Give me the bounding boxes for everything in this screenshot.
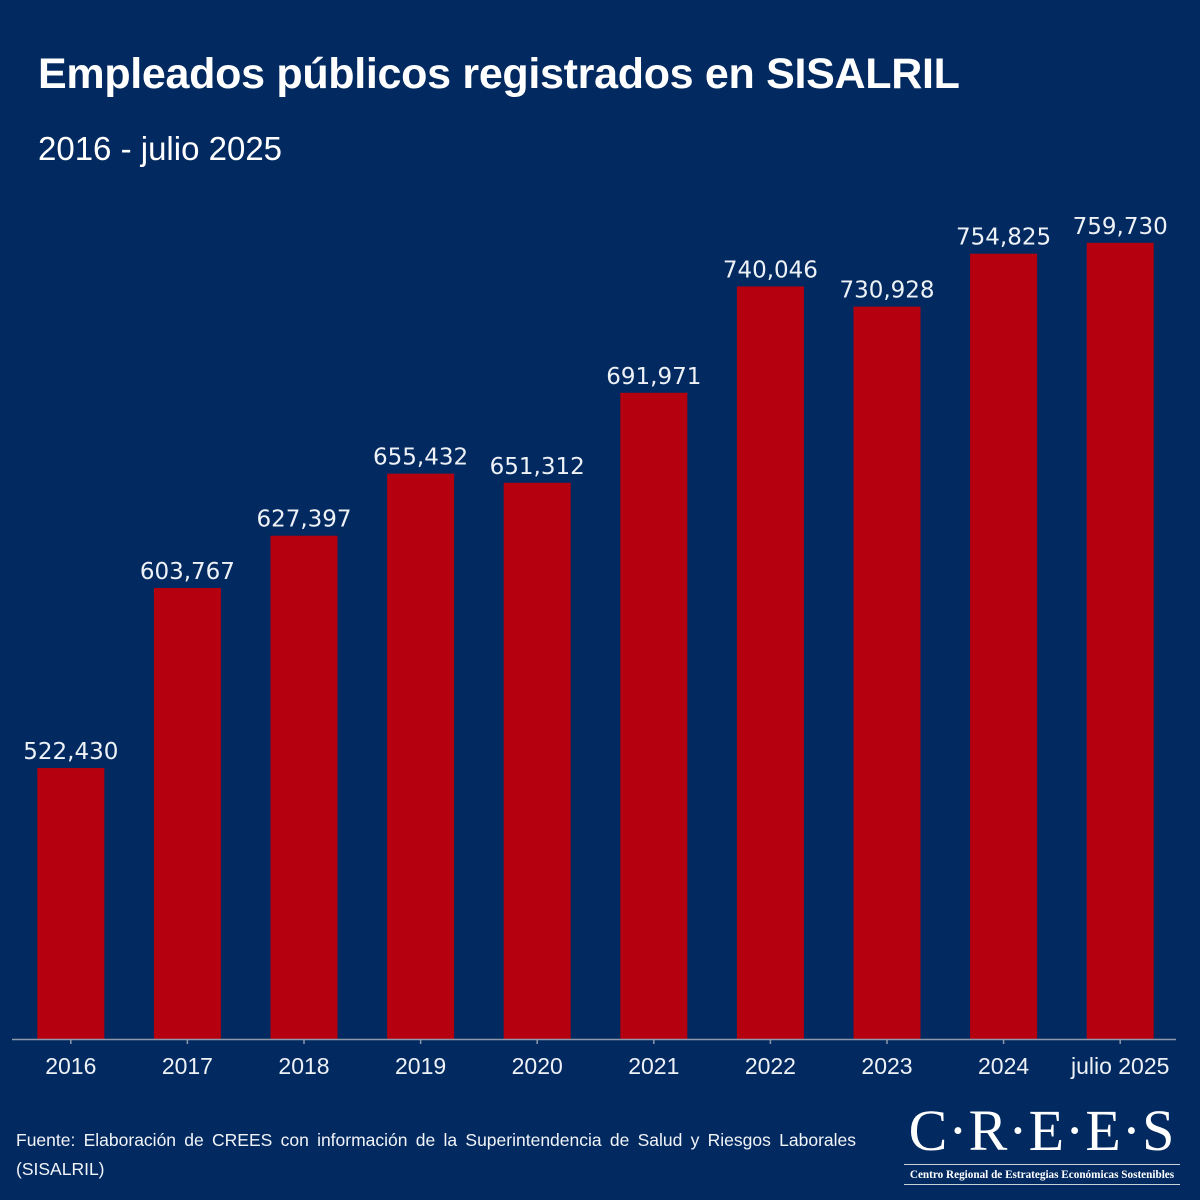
logo-tagline: Centro Regional de Estrategias Económica… — [909, 1169, 1175, 1181]
logo-divider-bottom — [904, 1184, 1180, 1185]
x-tick-label: julio 2025 — [1070, 1053, 1169, 1079]
bar-2018 — [270, 535, 338, 1039]
data-label: 627,397 — [256, 507, 351, 533]
data-label: 754,825 — [956, 225, 1051, 251]
bar-2016 — [37, 768, 105, 1039]
x-tick-label: 2020 — [512, 1053, 563, 1079]
data-labels-group: 522,430 603,767 627,397 655,432 651,312 691,9… — [23, 214, 1168, 765]
data-label: 740,046 — [723, 257, 818, 283]
bar-2023 — [853, 306, 921, 1039]
bar-2017 — [153, 588, 221, 1039]
data-label: 655,432 — [373, 445, 468, 471]
data-label: 730,928 — [839, 278, 934, 304]
data-label: 759,730 — [1073, 214, 1168, 240]
bars-group — [37, 242, 1154, 1039]
data-label: 522,430 — [23, 739, 118, 765]
source-note: Fuente: Elaboración de CREES con informa… — [16, 1130, 856, 1179]
x-tick-label: 2018 — [278, 1053, 329, 1079]
crees-logo: C·R·E·E·S Centro Regional de Estrategias… — [900, 1100, 1184, 1187]
bar-2020 — [503, 482, 571, 1039]
x-tick-label: 2016 — [45, 1053, 96, 1079]
bar-2019 — [387, 473, 455, 1039]
x-tick-label: 2017 — [162, 1053, 213, 1079]
data-label: 603,767 — [140, 559, 235, 585]
x-axis-ticks-group: 2016 2017 2018 2019 2020 2021 2022 2023 2024 juli… — [45, 1039, 1169, 1079]
logo-divider-top — [904, 1164, 1180, 1165]
bar-2021 — [620, 392, 688, 1039]
bar-julio-2025 — [1086, 242, 1154, 1039]
chart-title: Empleados públicos registrados en SISALR… — [38, 50, 960, 98]
data-label: 691,971 — [606, 364, 701, 390]
x-tick-label: 2024 — [978, 1053, 1029, 1079]
data-label: 651,312 — [490, 454, 585, 480]
x-tick-label: 2019 — [395, 1053, 446, 1079]
bar-chart: 522,430 603,767 627,397 655,432 651,312 691,9… — [12, 214, 1176, 1079]
x-tick-label: 2022 — [745, 1053, 796, 1079]
bar-2022 — [736, 286, 804, 1039]
x-tick-label: 2021 — [628, 1053, 679, 1079]
logo-wordmark: C·R·E·E·S — [908, 1098, 1176, 1163]
bar-2024 — [970, 253, 1038, 1039]
x-tick-label: 2023 — [861, 1053, 912, 1079]
chart-subtitle: 2016 - julio 2025 — [38, 130, 283, 167]
